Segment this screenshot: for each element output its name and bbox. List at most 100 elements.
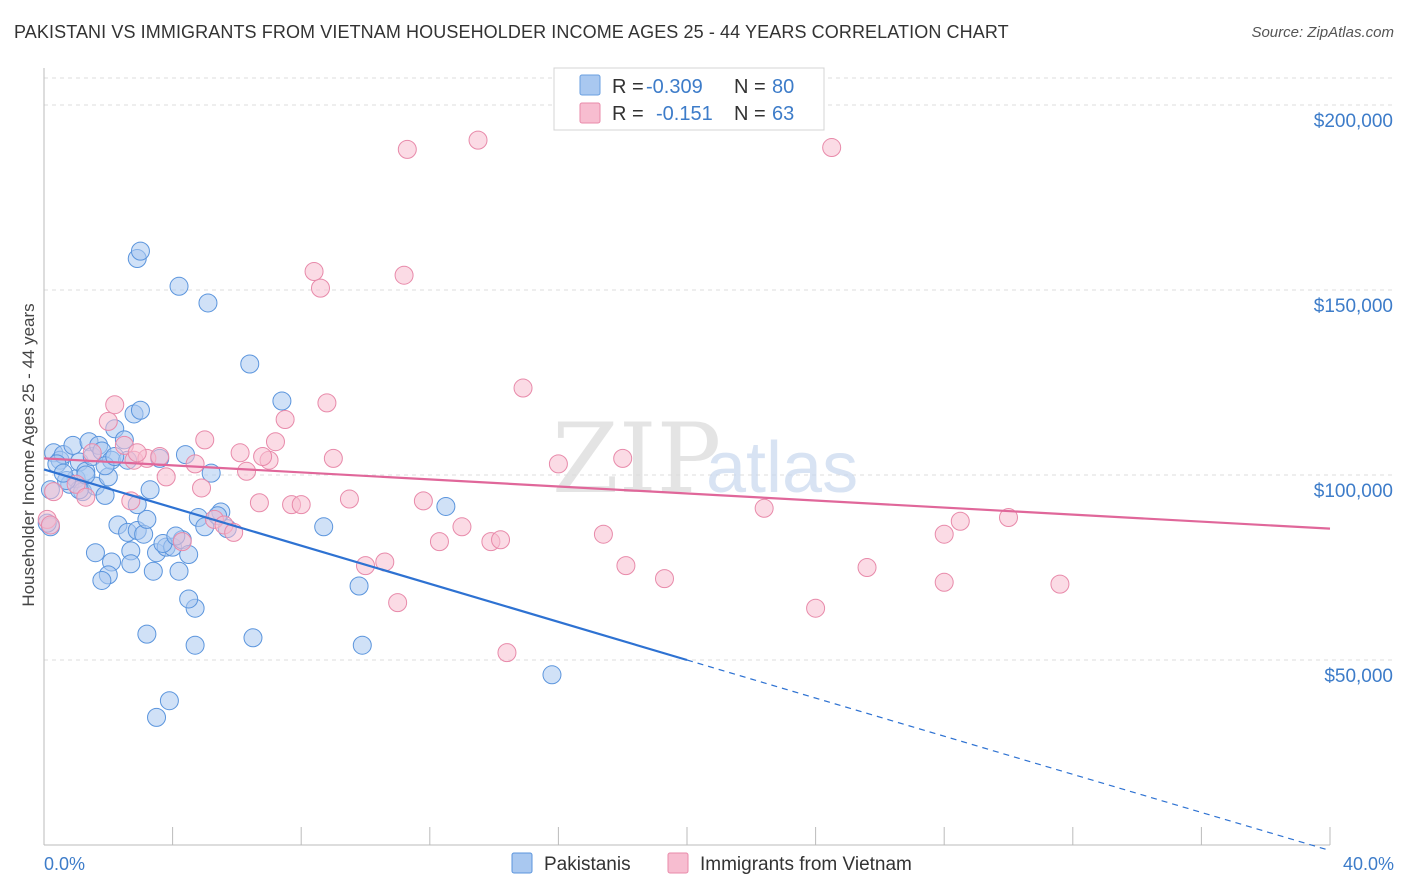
point-pakistanis	[314, 517, 334, 537]
point-vietnam	[613, 448, 633, 468]
point-vietnam	[150, 447, 170, 466]
point-pakistanis	[243, 628, 263, 648]
legend-n-value-pakistanis: 80	[772, 76, 794, 98]
point-vietnam	[323, 448, 343, 468]
point-pakistanis	[272, 391, 292, 411]
point-vietnam	[452, 517, 472, 537]
y-tick-label: $200,000	[1314, 111, 1393, 132]
point-vietnam	[275, 410, 295, 429]
point-vietnam	[172, 532, 192, 552]
point-vietnam	[999, 508, 1018, 528]
point-pakistanis	[179, 589, 199, 609]
bottom-legend: Pakistanis Immigrants from Vietnam	[511, 852, 912, 875]
source-label: Source: ZipAtlas.com	[1251, 24, 1394, 41]
point-vietnam	[76, 487, 96, 507]
bottom-legend-label-pakistanis: Pakistanis	[544, 854, 631, 875]
point-pakistanis	[140, 480, 160, 500]
bottom-legend-swatch-pakistanis	[511, 852, 533, 874]
point-vietnam	[291, 495, 311, 515]
point-vietnam	[429, 532, 449, 552]
legend-n-label-vietnam: N =	[734, 103, 766, 125]
trend-line-vietnam	[43, 457, 1331, 530]
point-vietnam	[192, 478, 212, 498]
point-pakistanis	[169, 276, 189, 296]
legend-n-label-pakistanis: N =	[734, 76, 766, 98]
legend-swatch-vietnam	[579, 102, 601, 124]
point-pakistanis	[147, 707, 167, 727]
point-vietnam	[44, 482, 64, 502]
legend-r-value-pakistanis: -0.309	[646, 76, 703, 98]
point-vietnam	[654, 569, 674, 589]
y-tick-labels: $50,000 $100,000 $150,000 $200,000	[1314, 111, 1393, 687]
point-pakistanis	[130, 241, 150, 261]
x-tick-label-min: 0.0%	[44, 854, 85, 874]
point-pakistanis	[137, 509, 157, 529]
point-vietnam	[497, 643, 517, 663]
point-vietnam	[82, 443, 102, 463]
point-vietnam	[413, 491, 433, 511]
point-pakistanis	[352, 635, 372, 655]
point-vietnam	[98, 411, 118, 431]
point-pakistanis	[198, 293, 218, 313]
point-vietnam	[593, 524, 613, 544]
point-vietnam	[754, 498, 774, 518]
point-vietnam	[105, 395, 125, 415]
point-pakistanis	[159, 691, 179, 711]
point-vietnam	[1050, 574, 1070, 594]
x-tick-label-max: 40.0%	[1343, 854, 1394, 874]
chart-title: PAKISTANI VS IMMIGRANTS FROM VIETNAM HOU…	[14, 22, 1009, 42]
axes-layer	[43, 68, 1331, 846]
point-vietnam	[513, 378, 533, 398]
point-pakistanis	[130, 400, 150, 420]
point-vietnam	[156, 467, 176, 487]
point-vietnam	[253, 447, 273, 466]
point-vietnam	[310, 278, 330, 298]
point-pakistanis	[143, 561, 163, 581]
watermark: ZIP atlas	[552, 403, 858, 515]
point-vietnam	[934, 524, 954, 544]
point-vietnam	[934, 572, 954, 592]
trend-line-extension-pakistanis	[686, 659, 1331, 852]
point-vietnam	[317, 393, 337, 413]
point-pakistanis	[436, 496, 456, 516]
bottom-legend-swatch-vietnam	[667, 852, 689, 874]
legend-n-value-vietnam: 63	[772, 103, 794, 125]
point-vietnam	[230, 443, 250, 463]
legend-r-label-pakistanis: R =	[612, 76, 644, 98]
point-pakistanis	[185, 635, 205, 655]
point-vietnam	[468, 130, 488, 150]
point-pakistanis	[349, 576, 369, 596]
legend-r-label-vietnam: R =	[612, 103, 644, 125]
point-pakistanis	[95, 485, 115, 505]
point-vietnam	[388, 593, 408, 613]
bottom-legend-label-vietnam: Immigrants from Vietnam	[700, 854, 912, 875]
point-vietnam	[265, 432, 285, 452]
point-vietnam	[397, 139, 417, 159]
legend-swatch-pakistanis	[579, 74, 601, 96]
point-vietnam	[237, 461, 257, 481]
point-vietnam	[195, 430, 215, 450]
point-vietnam	[806, 598, 826, 618]
y-tick-label: $100,000	[1314, 481, 1393, 502]
point-vietnam	[185, 454, 205, 474]
point-vietnam	[491, 530, 511, 550]
point-vietnam	[127, 443, 147, 463]
point-pakistanis	[63, 435, 83, 455]
point-vietnam	[394, 265, 414, 285]
point-vietnam	[857, 558, 877, 577]
point-pakistanis	[137, 624, 157, 644]
point-pakistanis	[169, 561, 189, 581]
watermark-atlas: atlas	[706, 428, 858, 508]
legend-r-value-vietnam: -0.151	[656, 103, 713, 125]
point-pakistanis	[92, 570, 112, 590]
point-vietnam	[548, 454, 568, 474]
legend: R = -0.309 N = 80 R = -0.151 N = 63	[553, 67, 825, 131]
trend-line-pakistanis	[43, 468, 688, 662]
point-vietnam	[822, 138, 842, 158]
point-pakistanis	[85, 543, 105, 563]
point-vietnam	[950, 511, 970, 531]
point-vietnam	[339, 489, 359, 509]
watermark-zip: ZIP	[552, 403, 721, 515]
point-vietnam	[616, 556, 636, 576]
